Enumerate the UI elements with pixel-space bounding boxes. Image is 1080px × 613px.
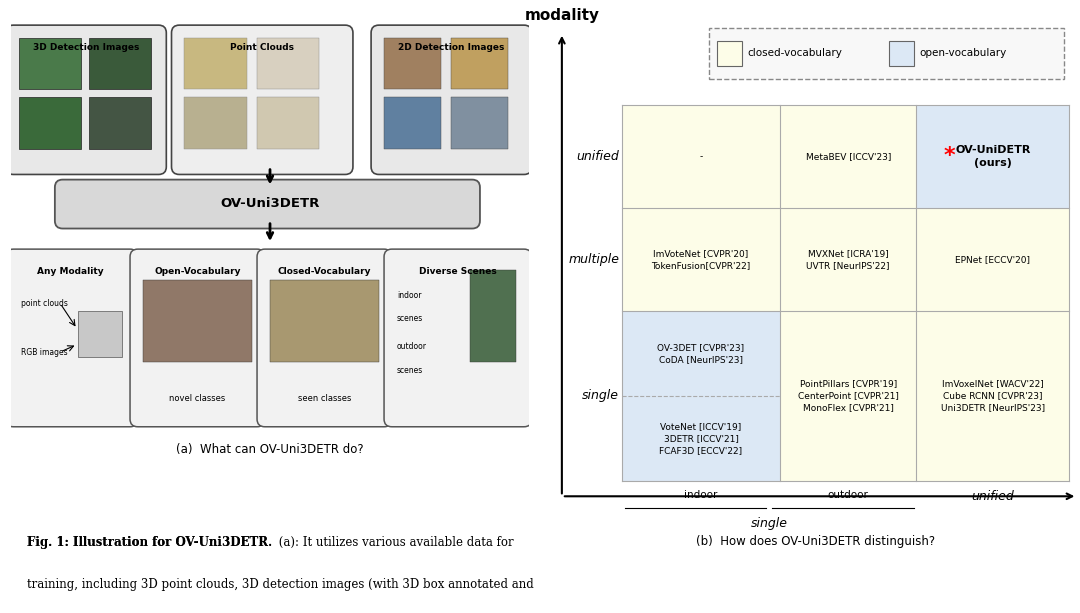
- Text: ImVoxelNet [WACV'22]
Cube RCNN [CVPR'23]
Uni3DETR [NeurIPS'23]: ImVoxelNet [WACV'22] Cube RCNN [CVPR'23]…: [941, 379, 1044, 412]
- Bar: [451, 38, 509, 89]
- Bar: [780, 311, 916, 481]
- Bar: [916, 208, 1069, 311]
- Text: -: -: [700, 152, 703, 161]
- Bar: [78, 311, 122, 357]
- Text: outdoor: outdoor: [827, 490, 868, 500]
- Text: Open-Vocabulary: Open-Vocabulary: [154, 267, 241, 276]
- Bar: [622, 105, 780, 208]
- Bar: [916, 311, 1069, 481]
- Text: Any Modality: Any Modality: [37, 267, 104, 276]
- Bar: [143, 280, 252, 362]
- Text: single: single: [582, 389, 619, 402]
- FancyBboxPatch shape: [372, 25, 531, 175]
- Text: MVXNet [ICRA'19]
UVTR [NeurIPS'22]: MVXNet [ICRA'19] UVTR [NeurIPS'22]: [807, 249, 890, 270]
- Text: single: single: [751, 517, 787, 530]
- FancyBboxPatch shape: [172, 25, 353, 175]
- Bar: [916, 105, 1069, 208]
- Bar: [257, 97, 320, 149]
- Text: indoor: indoor: [397, 291, 421, 300]
- FancyBboxPatch shape: [5, 249, 138, 427]
- Bar: [622, 208, 780, 311]
- Text: (a): It utilizes various available data for: (a): It utilizes various available data …: [274, 536, 513, 549]
- Text: OV-3DET [CVPR'23]
CoDA [NeurIPS'23]: OV-3DET [CVPR'23] CoDA [NeurIPS'23]: [658, 343, 744, 364]
- Text: MetaBEV [ICCV'23]: MetaBEV [ICCV'23]: [806, 152, 891, 161]
- Bar: [257, 38, 320, 89]
- Bar: [384, 97, 441, 149]
- Bar: [89, 97, 151, 149]
- Bar: [622, 311, 780, 481]
- Text: Fig. 1: Illustration for OV-Uni3DETR. (a): It utilizes various available data fo: Fig. 1: Illustration for OV-Uni3DETR. (a…: [27, 536, 486, 549]
- Text: 2D Detection Images: 2D Detection Images: [399, 43, 504, 52]
- FancyBboxPatch shape: [710, 28, 1064, 79]
- Text: scenes: scenes: [397, 365, 423, 375]
- Text: seen classes: seen classes: [298, 394, 351, 403]
- Bar: [717, 40, 742, 66]
- Bar: [18, 38, 81, 89]
- Text: (b)  How does OV-Uni3DETR distinguish?: (b) How does OV-Uni3DETR distinguish?: [696, 535, 935, 548]
- Text: PointPillars [CVPR'19]
CenterPoint [CVPR'21]
MonoFlex [CVPR'21]: PointPillars [CVPR'19] CenterPoint [CVPR…: [798, 379, 899, 412]
- Bar: [18, 97, 81, 149]
- Text: open-vocabulary: open-vocabulary: [919, 48, 1007, 58]
- Text: Closed-Vocabulary: Closed-Vocabulary: [278, 267, 372, 276]
- Text: Fig. 1: Illustration for OV-Uni3DETR.: Fig. 1: Illustration for OV-Uni3DETR.: [27, 536, 272, 549]
- Bar: [470, 270, 516, 362]
- Text: Fig. 1: Illustration for OV-Uni3DETR.: Fig. 1: Illustration for OV-Uni3DETR.: [27, 536, 272, 549]
- Bar: [185, 97, 246, 149]
- Text: Point Clouds: Point Clouds: [230, 43, 294, 52]
- Text: OV-UniDETR
(ours): OV-UniDETR (ours): [955, 145, 1030, 168]
- FancyBboxPatch shape: [384, 249, 531, 427]
- Text: EPNet [ECCV'20]: EPNet [ECCV'20]: [955, 255, 1030, 264]
- Bar: [185, 38, 246, 89]
- Text: VoteNet [ICCV'19]
3DETR [ICCV'21]
FCAF3D [ECCV'22]: VoteNet [ICCV'19] 3DETR [ICCV'21] FCAF3D…: [660, 422, 743, 455]
- Text: scenes: scenes: [397, 314, 423, 323]
- Text: (a)  What can OV-Uni3DETR do?: (a) What can OV-Uni3DETR do?: [176, 443, 364, 457]
- Text: multiple: multiple: [568, 253, 619, 266]
- Text: unified: unified: [577, 150, 619, 163]
- FancyBboxPatch shape: [130, 249, 265, 427]
- Bar: [270, 280, 379, 362]
- Text: 3D Detection Images: 3D Detection Images: [32, 43, 139, 52]
- Text: Diverse Scenes: Diverse Scenes: [419, 267, 497, 276]
- Bar: [889, 40, 914, 66]
- Bar: [89, 38, 151, 89]
- Text: training, including 3D point clouds, 3D detection images (with 3D box annotated : training, including 3D point clouds, 3D …: [27, 578, 534, 591]
- Text: closed-vocabulary: closed-vocabulary: [747, 48, 842, 58]
- Text: OV-Uni3DETR: OV-Uni3DETR: [220, 197, 320, 210]
- Text: *: *: [943, 147, 955, 167]
- Text: unified: unified: [971, 490, 1014, 503]
- Text: point clouds: point clouds: [22, 299, 68, 308]
- Bar: [780, 208, 916, 311]
- FancyBboxPatch shape: [257, 249, 392, 427]
- Text: outdoor: outdoor: [397, 343, 427, 351]
- Bar: [451, 97, 509, 149]
- Bar: [384, 38, 441, 89]
- FancyBboxPatch shape: [5, 25, 166, 175]
- Text: scene: scene: [1079, 487, 1080, 505]
- Text: indoor: indoor: [685, 490, 717, 500]
- Bar: [780, 105, 916, 208]
- Text: modality: modality: [525, 7, 599, 23]
- FancyBboxPatch shape: [55, 180, 480, 229]
- Text: ImVoteNet [CVPR'20]
TokenFusion[CVPR'22]: ImVoteNet [CVPR'20] TokenFusion[CVPR'22]: [651, 249, 751, 270]
- Text: novel classes: novel classes: [170, 394, 226, 403]
- Text: RGB images: RGB images: [22, 348, 68, 357]
